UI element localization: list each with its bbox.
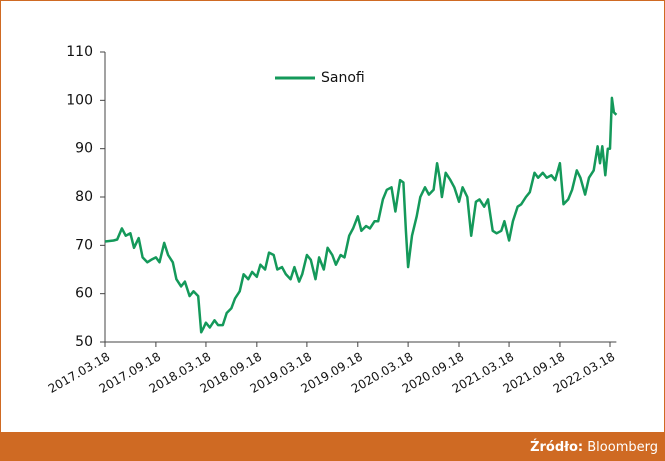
- y-tick-label: 80: [75, 189, 93, 205]
- y-tick-label: 70: [75, 237, 93, 253]
- legend-label: Sanofi: [321, 70, 365, 86]
- source-bar: [0, 432, 665, 461]
- y-tick-label: 110: [66, 44, 93, 60]
- y-tick-label: 90: [75, 141, 93, 157]
- y-tick-label: 50: [75, 334, 93, 350]
- frame: [0, 0, 665, 433]
- source-text: Źródło: Bloomberg: [530, 439, 658, 455]
- series-line: [104, 96, 618, 334]
- source: Bloomberg: [587, 440, 658, 455]
- source-label: Źródło:: [530, 439, 583, 455]
- y-tick-label: 60: [75, 286, 93, 302]
- y-tick-label: 100: [66, 92, 93, 108]
